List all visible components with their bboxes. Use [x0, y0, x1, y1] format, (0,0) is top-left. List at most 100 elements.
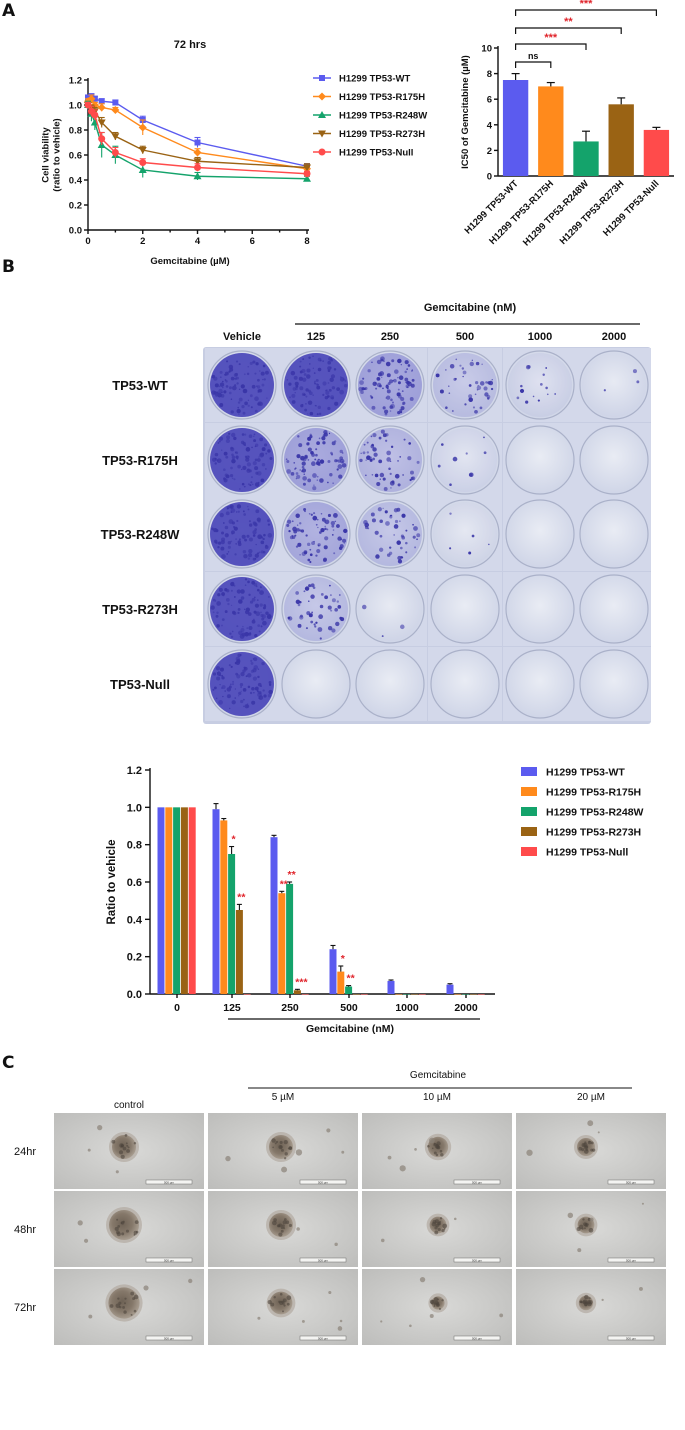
line-xtick-label: 2: [140, 236, 145, 247]
data-point-Null: [84, 101, 92, 109]
spheroid-micrographs: Gemcitabine control 5 µM 10 µM 20 µM 24hr 48…: [14, 1070, 666, 1345]
line-ytick-label: 0.8: [69, 126, 82, 137]
micrograph: 500 µm: [362, 1113, 512, 1189]
colony-bar-R273H: [180, 807, 188, 994]
significance-label: ns: [528, 51, 539, 61]
colony-bar-Null: [360, 994, 368, 995]
plate-column-label: 500: [456, 331, 474, 343]
line-xtick-label: 4: [195, 236, 201, 247]
micrograph: 500 µm: [54, 1269, 204, 1345]
plate-well: [503, 348, 577, 422]
plate-well: [353, 647, 427, 721]
plate-well: [205, 348, 279, 422]
data-point-R248W: [303, 174, 311, 182]
scale-bar-label: 500 µm: [472, 1336, 483, 1340]
legend-marker-WT: [319, 75, 325, 81]
plate-well: [353, 348, 427, 422]
colony-significance: **: [347, 973, 356, 985]
svg-text:IC50 of Gemcitabine (µM): IC50 of Gemcitabine (µM): [460, 55, 471, 169]
scale-bar-label: 500 µm: [626, 1336, 637, 1340]
plate-column-label: 2000: [602, 331, 626, 343]
colony-ytick-label: 0.8: [127, 840, 142, 852]
colony-xtick-label: 250: [281, 1002, 299, 1014]
colony-legend: H1299 TP53-WT H1299 TP53-R175H H1299 TP53-…: [521, 767, 644, 859]
ic50-bar-R273H: [608, 104, 634, 176]
legend-label: H1299 TP53-R273H: [339, 129, 425, 140]
micrograph: 500 µm: [54, 1191, 204, 1267]
ic50-ylabel: IC50 of Gemcitabine (µM): [460, 55, 471, 169]
legend-marker-R248W: [318, 111, 326, 118]
data-point-Null: [303, 170, 311, 178]
significance-bracket: [515, 27, 622, 34]
plate-well: [353, 497, 427, 571]
ic50-bar-Null: [643, 129, 670, 176]
data-point-WT: [98, 98, 105, 105]
line-xtick-label: 6: [250, 236, 255, 247]
spheroid-column-label: 10 µM: [423, 1092, 451, 1103]
data-point-R175H: [97, 103, 106, 112]
colony-bar-R248W: [403, 994, 411, 995]
colony-bar-R273H: [469, 994, 477, 995]
colony-xtick-label: 1000: [395, 1002, 419, 1014]
colony-legend-label: H1299 TP53-R273H: [546, 827, 641, 839]
colony-bar-R175H: [337, 971, 345, 994]
data-point-R273H: [97, 119, 106, 127]
svg-text:Ratio to vehicle: Ratio to vehicle: [106, 840, 118, 925]
ic50-ytick-label: 2: [487, 146, 492, 157]
data-point-R248W: [138, 166, 147, 173]
line-ytick-label: 0.4: [69, 176, 83, 187]
colony-legend-swatch-R175H: [521, 787, 537, 796]
data-point-R175H: [193, 148, 202, 157]
plate-well: [577, 572, 651, 646]
legend-label: H1299 TP53-R248W: [339, 111, 427, 122]
line-xtick-label: 0: [85, 236, 90, 247]
colony-bar-WT: [446, 984, 454, 994]
colony-bar-Null: [243, 994, 251, 995]
colony-ytick-label: 0.2: [127, 952, 142, 964]
colony-bar-WT: [212, 809, 220, 994]
plate-well: [503, 572, 577, 646]
ic50-bar-chart: IC50 of Gemcitabine (µM) 0 2 4 6 8 10 H1299 T…: [460, 0, 674, 248]
data-point-Null: [194, 164, 201, 171]
ic50-ytick-label: 6: [487, 95, 492, 106]
spheroid-row-label: 48hr: [14, 1224, 36, 1236]
plate-well: [353, 572, 427, 646]
legend-label: H1299 TP53-Null: [339, 148, 413, 159]
colony-legend-label: H1299 TP53-WT: [546, 767, 625, 779]
colony-bar-R248W: [286, 883, 294, 994]
significance-bracket: [515, 61, 552, 68]
colony-xtick-label: 500: [340, 1002, 358, 1014]
colony-legend-swatch-R248W: [521, 807, 537, 816]
significance-label: ***: [580, 0, 594, 10]
significance-label: **: [564, 16, 573, 28]
scale-bar-label: 500 µm: [164, 1336, 175, 1340]
colony-ytick-label: 1.0: [127, 802, 142, 814]
colony-xtick-label: 2000: [454, 1002, 478, 1014]
colony-legend-label: H1299 TP53-R175H: [546, 787, 641, 799]
scale-bar-label: 500 µm: [164, 1180, 175, 1184]
colony-significance: *: [341, 953, 346, 965]
ic50-ytick-label: 10: [481, 44, 492, 55]
data-point-R175H: [138, 123, 147, 132]
micrograph: 500 µm: [516, 1113, 666, 1189]
significance-bracket: [515, 43, 587, 50]
ic50-bar-R248W: [573, 141, 599, 176]
colony-legend-swatch-R273H: [521, 827, 537, 836]
plate-well: [205, 423, 279, 497]
colony-xtick-label: 0: [174, 1002, 180, 1014]
significance-label: ***: [544, 32, 558, 44]
scale-bar-label: 500 µm: [626, 1180, 637, 1184]
plate-well: [577, 348, 651, 422]
plate-well: [205, 497, 279, 571]
spheroid-column-label: control: [114, 1100, 144, 1111]
colony-bar-Null: [301, 994, 309, 995]
plate-well: [428, 647, 502, 721]
micrograph: 500 µm: [362, 1269, 512, 1345]
line-chart-xlabel: Gemcitabine (µM): [150, 256, 229, 267]
colony-bar-R175H: [165, 807, 173, 994]
plate-well: [577, 423, 651, 497]
plate-well: [279, 348, 353, 422]
data-point-Null: [111, 149, 119, 156]
plate-well: [577, 497, 651, 571]
plate-well: [503, 423, 577, 497]
